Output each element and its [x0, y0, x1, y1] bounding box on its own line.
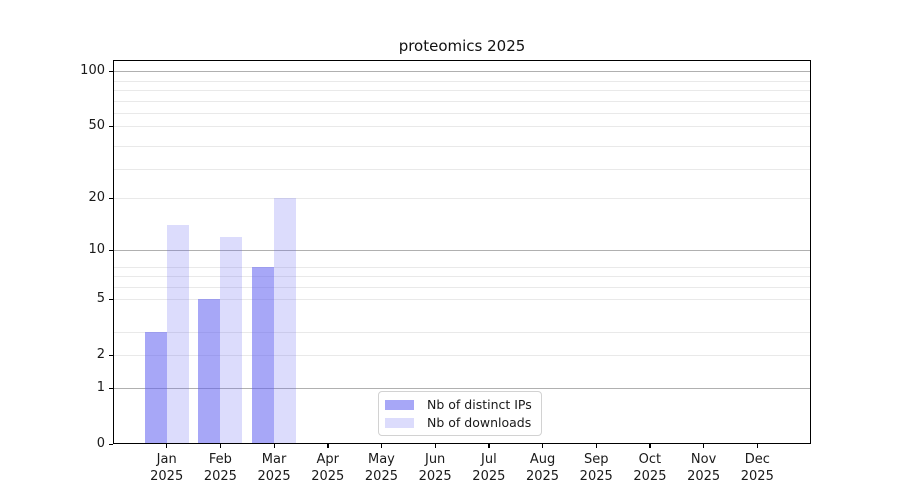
y-axis-tick [109, 387, 113, 389]
x-axis-tick [595, 444, 598, 448]
x-axis-tick-label: Sep 2025 [564, 451, 628, 485]
y-axis-tick-label: 20 [88, 190, 105, 206]
gridline-minor [113, 113, 811, 115]
x-tick-year: 2025 [472, 469, 506, 484]
x-axis-tick [703, 444, 705, 448]
y-axis-tick-label: 10 [88, 242, 105, 258]
legend-label: Nb of downloads [427, 415, 532, 430]
legend-item: Nb of distinct IPs [385, 397, 532, 412]
legend-box: Nb of distinct IPs Nb of downloads [378, 391, 542, 436]
x-tick-month: Jun [424, 452, 446, 467]
x-axis-tick [219, 444, 222, 448]
y-axis-tick [109, 354, 113, 357]
gridline-minor [113, 286, 811, 288]
y-axis-tick [109, 298, 113, 301]
x-tick-year: 2025 [203, 469, 237, 484]
x-tick-year: 2025 [740, 469, 774, 484]
x-tick-year: 2025 [364, 469, 398, 484]
gridline-minor [113, 355, 811, 357]
x-axis-tick-label: Jul 2025 [457, 451, 521, 485]
x-axis-tick-label: Aug 2025 [511, 451, 575, 485]
y-axis-tick-label: 50 [88, 118, 105, 134]
x-tick-year: 2025 [311, 469, 345, 484]
legend-swatch-distinct-ips [385, 399, 414, 410]
plot-area [113, 60, 811, 444]
x-tick-month: Feb [208, 452, 232, 467]
x-axis-tick-label: Apr 2025 [296, 451, 360, 485]
x-axis-tick-label: Mar 2025 [242, 451, 306, 485]
bar-downloads-feb [220, 236, 243, 444]
gridline-minor [113, 100, 811, 102]
y-axis-tick-label: 100 [80, 63, 105, 79]
x-axis-tick-label: Feb 2025 [188, 451, 252, 485]
x-tick-month: Jan [156, 452, 177, 467]
y-axis-tick [109, 249, 113, 252]
x-tick-month: Aug [529, 452, 556, 467]
x-tick-year: 2025 [150, 469, 184, 484]
x-axis-tick [488, 444, 490, 448]
x-axis-tick [542, 444, 544, 448]
x-tick-month: Sep [583, 452, 609, 467]
chart-title: proteomics 2025 [398, 37, 526, 55]
y-axis-tick [109, 443, 113, 445]
x-tick-month: Dec [744, 452, 770, 467]
x-axis-tick-label: Nov 2025 [672, 451, 736, 485]
bar-distinct-ips-feb [198, 299, 221, 444]
x-axis-tick [273, 444, 275, 448]
x-axis-tick-label: Jun 2025 [403, 451, 467, 485]
legend-item: Nb of downloads [385, 415, 532, 430]
y-axis-tick [109, 125, 113, 128]
x-axis-tick [380, 444, 383, 448]
x-axis-tick [327, 444, 329, 448]
x-tick-month: Apr [316, 452, 340, 467]
y-axis-tick-label: 1 [96, 380, 105, 395]
x-tick-year: 2025 [579, 469, 613, 484]
gridline-minor [113, 299, 811, 301]
x-axis-tick [166, 444, 168, 448]
x-tick-month: Oct [638, 452, 662, 467]
bar-downloads-jan [166, 225, 189, 444]
gridline-minor [113, 80, 811, 82]
gridline-minor [113, 198, 811, 200]
x-tick-month: Mar [261, 452, 287, 467]
x-tick-month: Jul [481, 452, 497, 467]
x-axis-tick [756, 444, 759, 448]
x-axis-tick-label: Jan 2025 [135, 451, 199, 485]
gridline-minor [113, 276, 811, 278]
x-tick-year: 2025 [418, 469, 452, 484]
x-axis-tick [649, 444, 651, 448]
bar-downloads-mar [274, 198, 297, 444]
y-axis-tick [109, 197, 113, 199]
y-axis-tick-label: 2 [96, 347, 105, 363]
gridline-minor [113, 146, 811, 147]
gridline-major [113, 388, 811, 389]
x-tick-year: 2025 [633, 469, 667, 484]
bar-distinct-ips-jan [144, 332, 167, 444]
x-tick-year: 2025 [525, 469, 560, 484]
x-tick-month: Nov [690, 452, 717, 467]
y-axis-tick [109, 70, 113, 72]
x-axis-tick [434, 444, 436, 448]
legend-swatch-downloads [385, 417, 414, 428]
x-axis-tick-label: Dec 2025 [725, 451, 789, 485]
x-tick-year: 2025 [687, 469, 721, 484]
gridline-minor [113, 266, 811, 268]
gridline-minor [113, 332, 811, 333]
x-tick-year: 2025 [257, 469, 291, 484]
gridline-minor [113, 126, 811, 128]
gridline-minor [113, 90, 811, 91]
y-axis-tick-label: 5 [96, 291, 105, 307]
bar-distinct-ips-mar [252, 266, 275, 444]
y-axis-tick-label: 0 [96, 436, 105, 451]
legend-label: Nb of distinct IPs [427, 397, 532, 412]
gridline-minor [113, 169, 811, 171]
gridline-major [113, 250, 811, 252]
x-axis-tick-label: Oct 2025 [618, 451, 682, 485]
gridline-major [113, 71, 811, 73]
x-axis-tick-label: May 2025 [349, 451, 413, 485]
x-tick-month: May [368, 452, 395, 467]
